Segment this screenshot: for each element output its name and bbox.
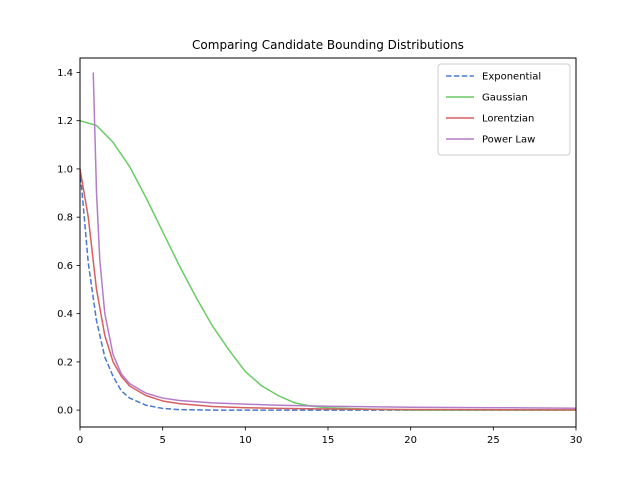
x-tick-label: 30 — [570, 435, 583, 446]
legend: Exponential Gaussian Lorentzian Power Law — [437, 63, 571, 156]
y-tick-label: 0.2 — [57, 357, 73, 368]
y-tick-label: 1.2 — [57, 116, 73, 127]
legend-label-gaussian: Gaussian — [482, 93, 528, 104]
y-tick-label: 1.0 — [57, 164, 73, 175]
series-line-power-law — [92, 72, 576, 409]
x-tick-label: 0 — [77, 435, 83, 446]
x-tick-label: 10 — [239, 435, 252, 446]
series-line-lorentzian — [80, 168, 576, 411]
series-line-exponential — [80, 168, 576, 411]
x-tick-label: 5 — [159, 435, 165, 446]
legend-box — [437, 63, 571, 156]
legend-label-lorentzian: Lorentzian — [482, 114, 534, 125]
legend-label-exponential: Exponential — [482, 72, 541, 83]
y-tick-label: 1.4 — [57, 68, 73, 79]
x-tick-label: 15 — [322, 435, 335, 446]
series-line-gaussian — [80, 119, 576, 411]
chart-title: Comparing Candidate Bounding Distributio… — [192, 38, 464, 52]
y-tick-label: 0.6 — [57, 261, 73, 272]
axis-ticks: 0 5 10 15 20 25 30 0.0 0.2 0.4 0.6 0.8 1.0 1.2 1.4 — [57, 68, 582, 446]
legend-label-power-law: Power Law — [482, 135, 535, 146]
x-tick-label: 20 — [404, 435, 417, 446]
y-tick-label: 0.0 — [57, 406, 73, 417]
plot-area — [80, 72, 576, 411]
y-tick-label: 0.4 — [57, 309, 73, 320]
x-tick-label: 25 — [487, 435, 500, 446]
y-tick-label: 0.8 — [57, 213, 73, 224]
